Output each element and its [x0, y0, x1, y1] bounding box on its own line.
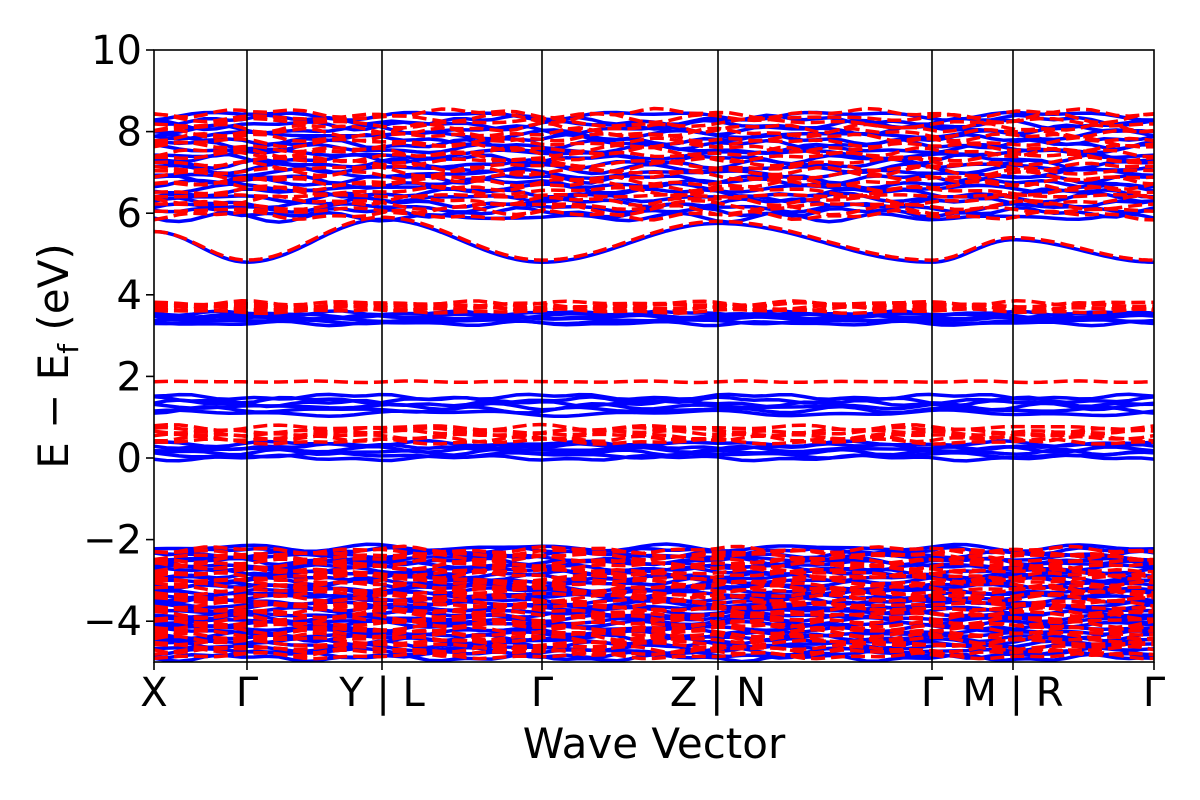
band-line — [154, 408, 1154, 419]
y-tick-label: 8 — [117, 110, 142, 156]
band-line — [154, 637, 1154, 649]
band-line — [154, 618, 1154, 629]
band-line — [154, 439, 1154, 449]
band-line — [154, 126, 1154, 140]
band-line — [154, 551, 1154, 562]
band-line — [154, 187, 1154, 199]
x-axis-label: Wave Vector — [523, 719, 786, 768]
band-line — [154, 194, 1154, 208]
band-line — [154, 106, 1154, 120]
band-line — [154, 298, 1154, 307]
band-line — [154, 392, 1154, 402]
y-tick-label: 6 — [117, 191, 142, 237]
band-line — [154, 650, 1154, 661]
y-axis-label-main: E − E — [29, 354, 78, 469]
plot-frame — [153, 49, 1155, 663]
x-tick-label: Γ — [921, 670, 944, 716]
y-tick-label: 0 — [117, 436, 142, 482]
band-line — [154, 644, 1154, 655]
band-line — [154, 422, 1154, 433]
band-line — [154, 135, 1154, 149]
band-line — [154, 174, 1154, 188]
band-line — [154, 428, 1154, 438]
band-line — [154, 576, 1154, 588]
x-tick-label: Γ — [531, 670, 554, 716]
band-line — [154, 608, 1154, 620]
band-line — [154, 208, 1154, 222]
x-tick-label: Γ — [1143, 670, 1166, 716]
x-tick-label: M | R — [962, 670, 1063, 716]
y-tick-label: 4 — [117, 273, 142, 319]
y-tick-label: 10 — [91, 28, 142, 74]
y-axis-label-subscript: f — [52, 343, 85, 354]
band-line — [154, 437, 1154, 446]
band-line — [154, 580, 1154, 591]
band-line — [154, 217, 1154, 264]
band-line — [154, 589, 1154, 601]
y-axis-label-unit: (eV) — [29, 243, 78, 344]
band-line — [154, 312, 1154, 320]
x-tick-label: Γ — [236, 670, 259, 716]
band-line — [154, 150, 1154, 164]
band-line — [154, 165, 1154, 178]
band-line — [154, 179, 1154, 193]
band-line — [154, 615, 1154, 626]
band-line — [154, 379, 1154, 385]
band-line — [154, 155, 1154, 169]
x-tick-label: Z | N — [670, 670, 766, 716]
band-line — [154, 425, 1154, 435]
band-line — [154, 599, 1154, 610]
y-tick-label: −2 — [83, 518, 142, 564]
y-axis: 10 8 6 4 2 0 −2 −4 — [83, 28, 154, 645]
x-tick-label: X — [140, 670, 167, 716]
band-line — [154, 447, 1154, 457]
y-tick-label: −4 — [83, 599, 142, 645]
y-tick-label: 2 — [117, 354, 142, 400]
band-line — [154, 573, 1154, 585]
x-tick-label: Y | L — [338, 670, 425, 716]
band-line — [154, 140, 1154, 154]
band-line — [154, 595, 1154, 607]
bands-layer — [154, 106, 1154, 662]
band-line — [154, 401, 1154, 412]
band-line — [154, 621, 1154, 633]
band-line — [154, 184, 1154, 198]
high-symmetry-lines — [246, 50, 1014, 662]
band-line — [154, 544, 1154, 556]
x-axis: X Γ Y | L Γ Z | N Γ M | R Γ — [140, 662, 1166, 716]
band-line — [154, 593, 1154, 603]
band-line — [154, 634, 1154, 646]
band-line — [154, 198, 1154, 212]
band-line — [154, 111, 1154, 125]
band-line — [154, 160, 1154, 174]
band-line — [154, 563, 1154, 575]
band-line — [154, 395, 1154, 405]
y-axis-label: E − Ef (eV) — [29, 243, 85, 469]
band-line — [154, 434, 1154, 444]
band-line — [154, 215, 1154, 262]
